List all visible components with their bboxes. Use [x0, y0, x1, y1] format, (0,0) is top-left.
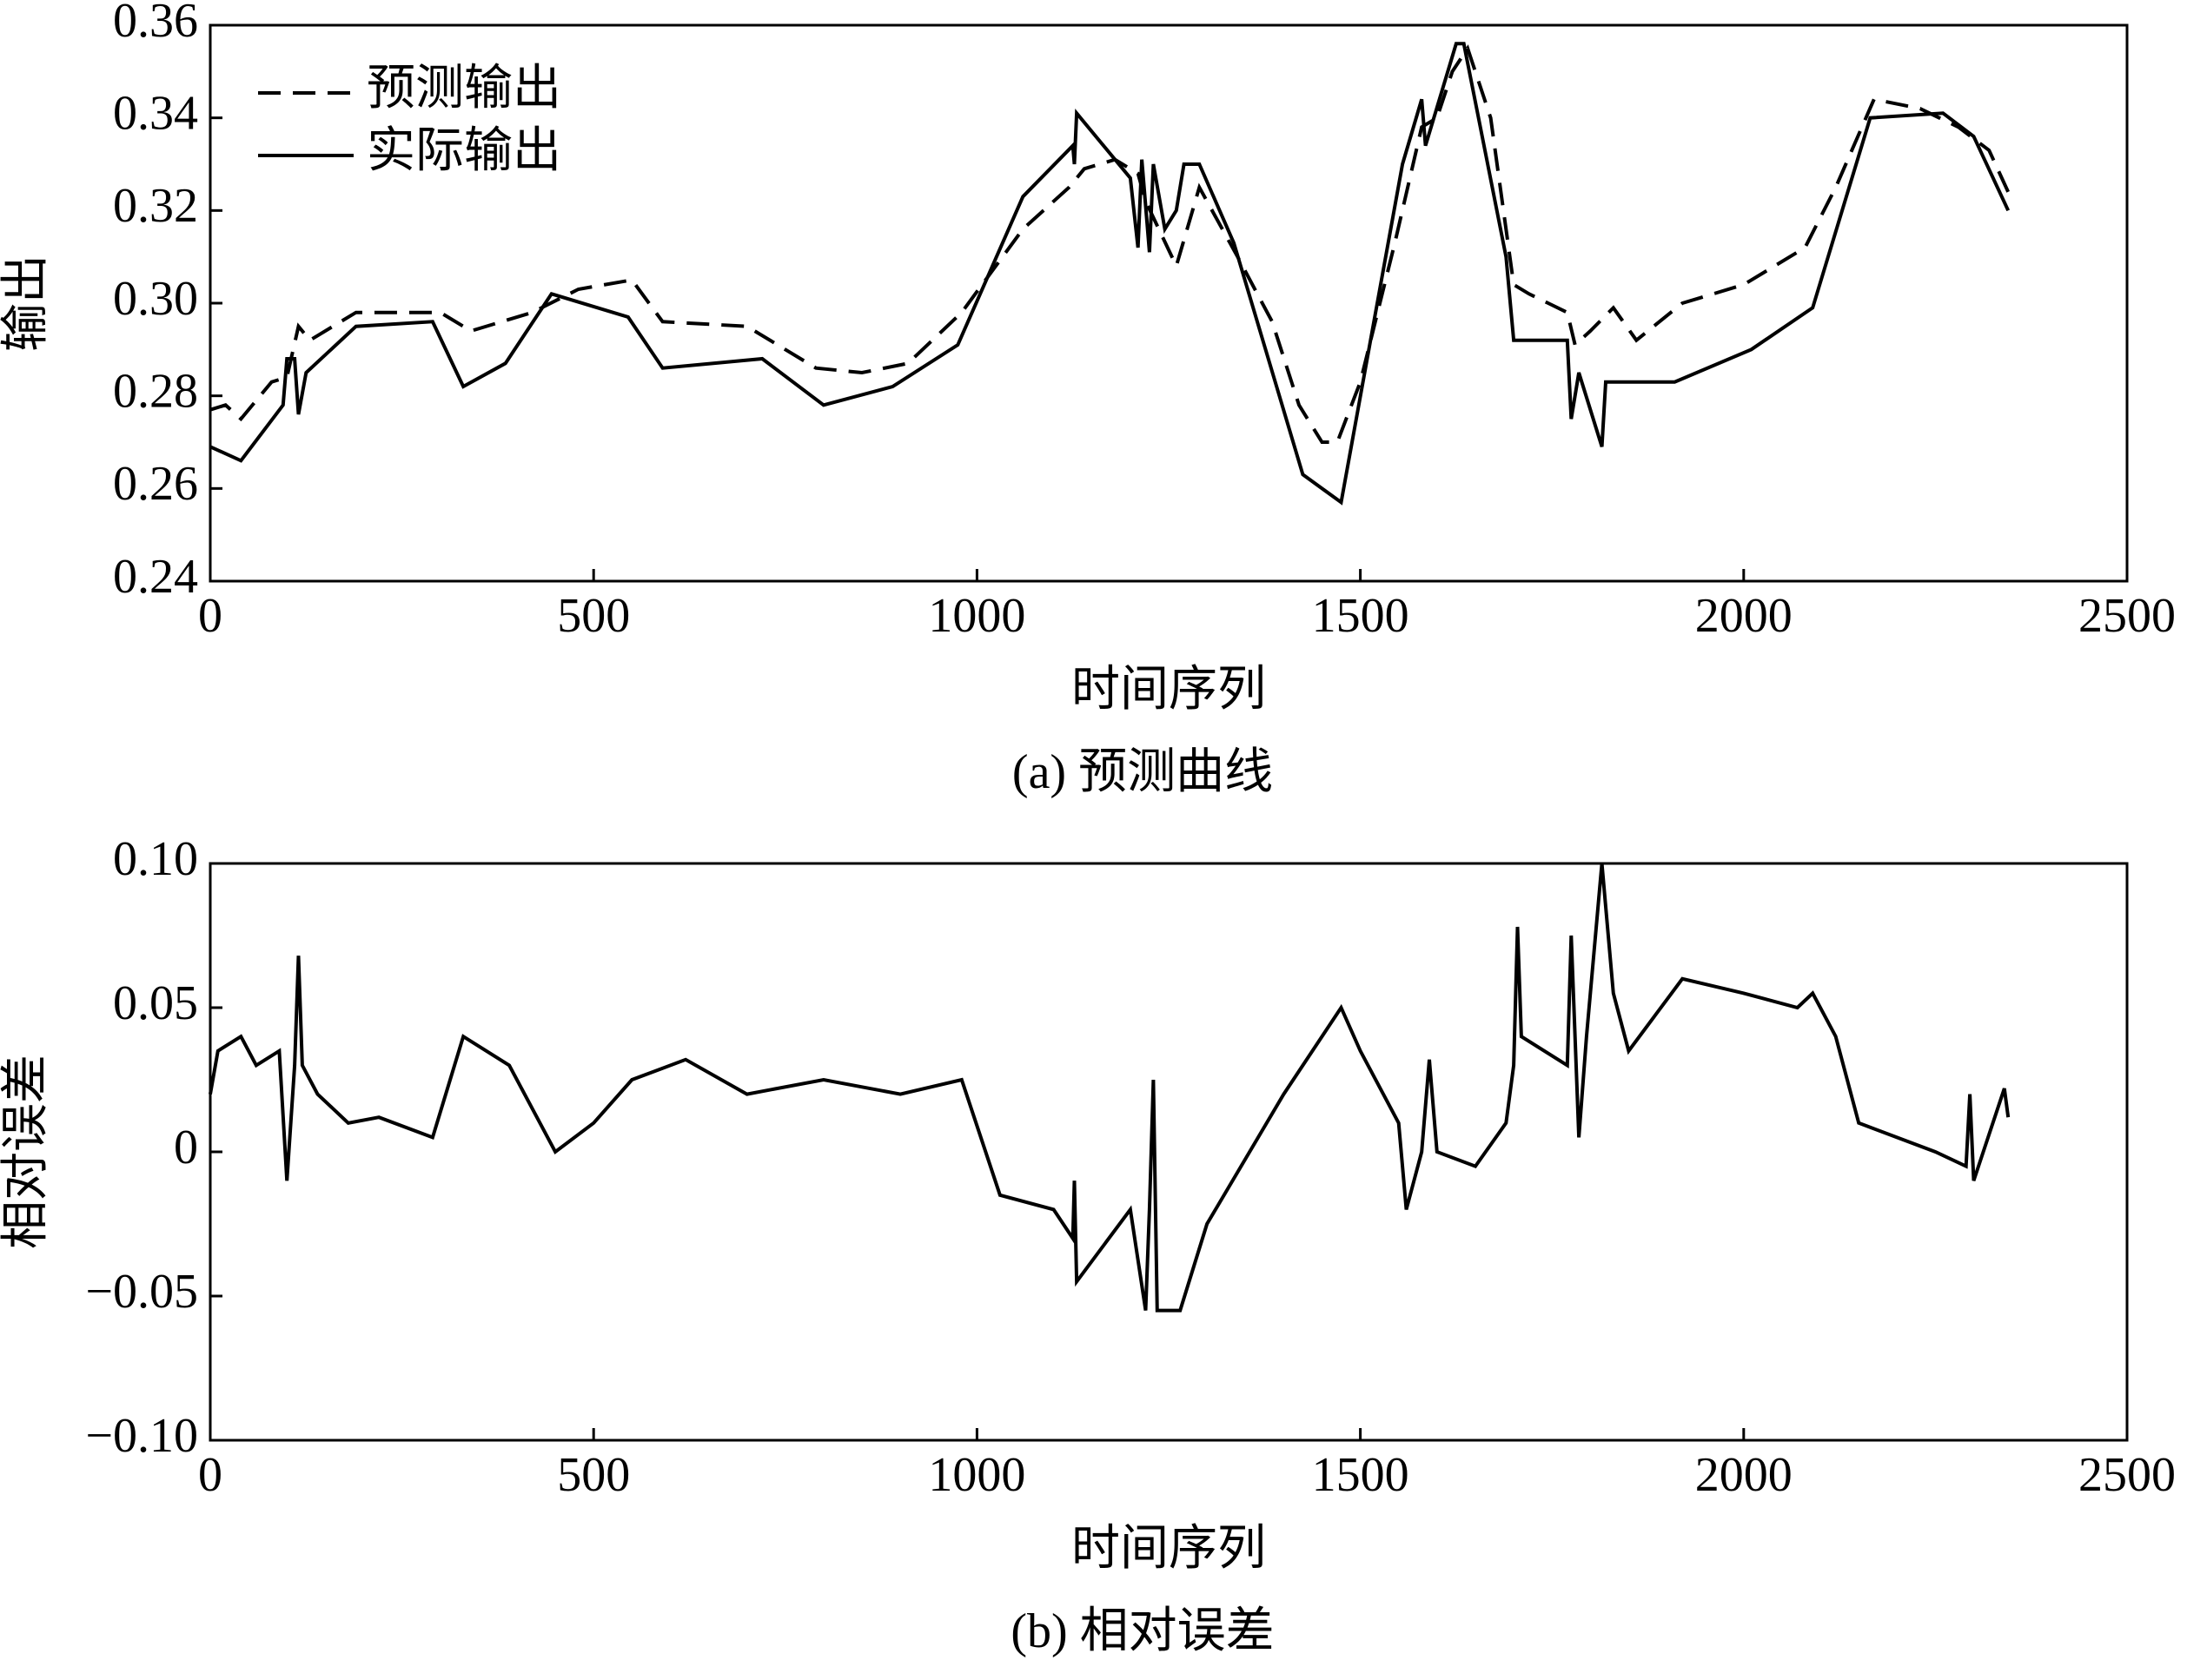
x-tick-label: 2000: [1695, 589, 1793, 643]
y-tick-label: 0.32: [113, 179, 198, 233]
data-line: [209, 42, 2011, 506]
caption: (b) 相对误差: [1011, 1604, 1274, 1658]
y-axis-label: 输出: [0, 255, 53, 352]
legend-label: 实际输出: [367, 124, 561, 178]
y-tick-label: 0.24: [113, 550, 198, 604]
y-tick-label: −0.10: [85, 1409, 198, 1463]
x-tick-label: 2000: [1695, 1448, 1793, 1502]
x-tick-label: 1000: [928, 589, 1025, 643]
y-tick-label: 0.28: [113, 365, 198, 419]
x-tick-label: 500: [557, 589, 630, 643]
data-line: [209, 863, 2011, 1313]
x-axis-label: 时间序列: [1071, 663, 1266, 717]
plot-frame: [209, 862, 2129, 1442]
caption: (a) 预测曲线: [1012, 745, 1273, 799]
y-tick-label: 0.05: [113, 976, 198, 1030]
x-axis-label: 时间序列: [1071, 1522, 1266, 1576]
y-tick-label: 0.36: [113, 0, 198, 48]
x-tick-label: 0: [198, 1448, 222, 1502]
x-tick-label: 1000: [928, 1448, 1025, 1502]
x-tick-label: 0: [198, 589, 222, 643]
y-axis-label: 相对误差: [0, 1055, 53, 1249]
y-tick-label: 0: [174, 1121, 198, 1174]
legend-label: 预测输出: [367, 62, 561, 116]
x-tick-label: 1500: [1312, 589, 1409, 643]
x-tick-label: 2500: [2078, 1448, 2176, 1502]
y-tick-label: 0.10: [113, 832, 198, 886]
y-tick-label: −0.05: [85, 1265, 198, 1319]
x-tick-label: 2500: [2078, 589, 2176, 643]
x-tick-label: 1500: [1312, 1448, 1409, 1502]
y-tick-label: 0.30: [113, 272, 198, 326]
y-tick-label: 0.34: [113, 87, 198, 141]
y-tick-label: 0.26: [113, 457, 198, 511]
x-tick-label: 500: [557, 1448, 630, 1502]
